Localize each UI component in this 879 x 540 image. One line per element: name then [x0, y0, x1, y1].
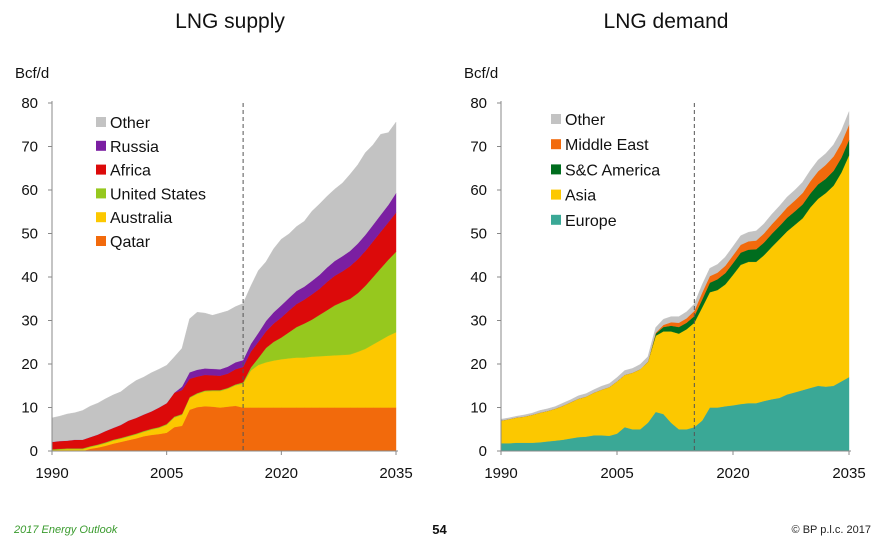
- legend-swatch: [551, 139, 561, 150]
- y-tick-label: 20: [470, 356, 487, 373]
- y-tick-label: 10: [470, 400, 487, 417]
- y-tick-label: 60: [21, 182, 38, 199]
- x-tick-label: 2020: [716, 465, 749, 482]
- legend-label: S&C America: [565, 162, 660, 179]
- lng-supply-chart: LNG supply Bcf/d 0 10 20 30 40 50 60 70 80 1990 20…: [0, 0, 440, 510]
- legend-label: Australia: [110, 210, 172, 227]
- y-tick-label: 80: [470, 95, 487, 112]
- legend-label: Europe: [565, 213, 617, 230]
- y-tick-label: 30: [470, 313, 487, 330]
- y-tick-label: 10: [21, 400, 38, 417]
- y-tick-label: 70: [21, 139, 38, 156]
- legend-label: Russia: [110, 139, 159, 156]
- legend-swatch: [96, 236, 106, 246]
- legend-label: Africa: [110, 163, 151, 180]
- legend-swatch: [551, 189, 561, 200]
- lng-supply-plot: 0 10 20 30 40 50 60 70 80 1990 2005 2020 2035 Other Ru…: [21, 95, 412, 482]
- x-tick-label: 1990: [35, 465, 68, 482]
- y-axis-unit-label: Bcf/d: [464, 65, 499, 82]
- x-tick-label: 1990: [484, 465, 517, 482]
- x-tick-label: 2035: [379, 465, 412, 482]
- legend-label: Middle East: [565, 137, 649, 154]
- lng-demand-plot: 0 10 20 30 40 50 60 70 80 1990 2005 2020 2035 Other Mi…: [470, 95, 865, 482]
- chart-title: LNG demand: [603, 10, 729, 33]
- y-tick-label: 40: [470, 269, 487, 286]
- legend-label: Asia: [565, 188, 596, 205]
- y-tick-label: 50: [21, 226, 38, 243]
- area-other: [51, 121, 397, 443]
- y-tick-label: 40: [21, 269, 38, 286]
- legend-swatch: [96, 188, 106, 199]
- legend-swatch: [551, 214, 561, 225]
- y-tick-label: 80: [21, 95, 38, 112]
- y-tick-label: 0: [30, 443, 38, 460]
- lng-demand-chart: LNG demand Bcf/d 0 10 20 30 40 50 60 70 80 1990 20…: [446, 0, 879, 510]
- y-tick-label: 0: [479, 443, 487, 460]
- legend-label: Other: [110, 115, 151, 132]
- y-axis-unit-label: Bcf/d: [15, 65, 50, 82]
- legend-label: Qatar: [110, 234, 151, 251]
- legend-swatch: [96, 212, 106, 223]
- y-tick-label: 20: [21, 356, 38, 373]
- x-tick-label: 2020: [265, 465, 298, 482]
- x-tick-label: 2005: [600, 465, 633, 482]
- legend-label: United States: [110, 186, 206, 203]
- legend-swatch: [551, 164, 561, 175]
- legend-swatch: [96, 140, 106, 151]
- legend-swatch: [96, 164, 106, 175]
- x-tick-label: 2035: [832, 465, 865, 482]
- area-series-group: [500, 111, 850, 452]
- legend-swatch: [551, 114, 561, 124]
- footer-publication: 2017 Energy Outlook: [14, 524, 118, 536]
- legend-label: Other: [565, 112, 606, 129]
- page-number: 54: [432, 522, 447, 537]
- y-tick-label: 50: [470, 226, 487, 243]
- area-series-group: [51, 121, 397, 452]
- chart-title: LNG supply: [175, 10, 285, 33]
- legend-swatch: [96, 117, 106, 127]
- y-tick-label: 60: [470, 182, 487, 199]
- x-tick-label: 2005: [150, 465, 183, 482]
- footer-copyright: © BP p.l.c. 2017: [791, 524, 871, 536]
- y-tick-label: 30: [21, 313, 38, 330]
- area-other: [500, 111, 850, 421]
- y-tick-label: 70: [470, 139, 487, 156]
